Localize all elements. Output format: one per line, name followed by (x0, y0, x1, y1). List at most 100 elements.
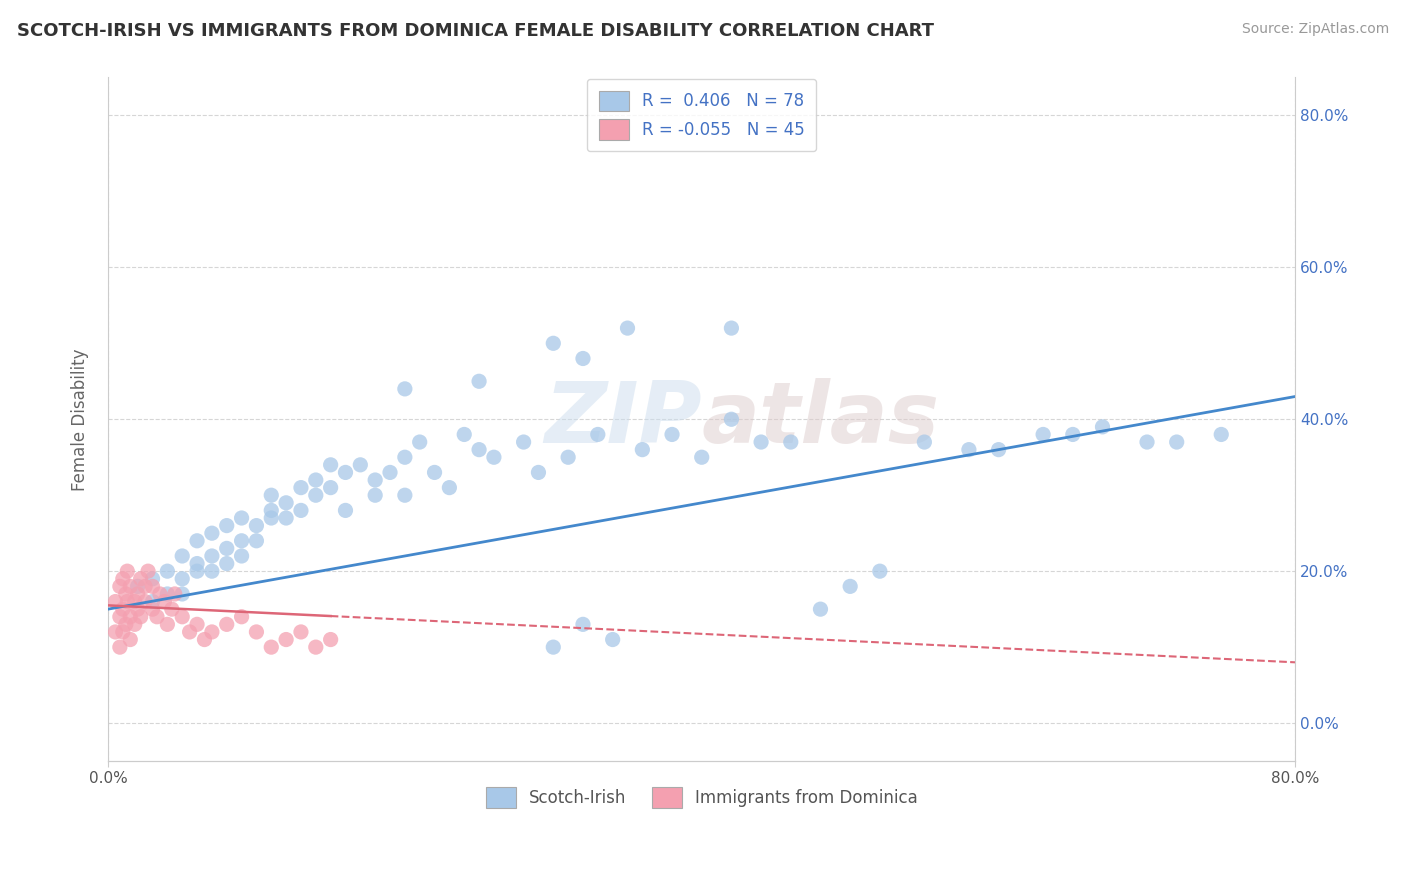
Point (779, 435, 801, 450)
Point (141, 579, 163, 593)
Point (260, 511, 283, 525)
Point (153, 594, 176, 608)
Point (319, 632, 342, 647)
Point (690, 450, 713, 465)
Point (156, 587, 179, 601)
Point (305, 640, 328, 654)
Point (186, 533, 208, 548)
Point (810, 602, 832, 616)
Point (260, 488, 283, 502)
Point (231, 533, 253, 548)
Point (1062, 427, 1084, 442)
Point (193, 632, 215, 647)
Text: atlas: atlas (702, 377, 939, 461)
Point (172, 549, 194, 563)
Point (141, 572, 163, 586)
Point (186, 617, 208, 632)
Point (335, 466, 357, 480)
Text: ZIP: ZIP (544, 377, 702, 461)
Point (631, 442, 654, 457)
Point (394, 382, 416, 396)
Point (120, 579, 142, 593)
Point (602, 632, 624, 647)
Point (201, 549, 224, 563)
Point (141, 594, 163, 608)
Point (156, 564, 179, 578)
Point (572, 617, 595, 632)
Point (141, 602, 163, 616)
Point (661, 427, 683, 442)
Point (127, 602, 149, 616)
Y-axis label: Female Disability: Female Disability (72, 348, 89, 491)
Point (245, 533, 267, 548)
Point (378, 466, 401, 480)
Point (260, 503, 283, 517)
Point (1166, 435, 1188, 450)
Point (572, 351, 595, 366)
Point (111, 602, 134, 616)
Point (749, 435, 772, 450)
Point (129, 572, 152, 586)
Point (274, 511, 297, 525)
Point (201, 526, 224, 541)
Point (912, 435, 935, 450)
Point (231, 549, 253, 563)
Point (120, 632, 142, 647)
Point (720, 412, 742, 426)
Point (616, 321, 638, 335)
Point (231, 511, 253, 525)
Point (869, 564, 891, 578)
Point (156, 617, 179, 632)
Point (274, 496, 297, 510)
Point (482, 450, 505, 465)
Point (127, 579, 149, 593)
Point (172, 587, 194, 601)
Point (1136, 435, 1159, 450)
Point (364, 473, 387, 487)
Point (179, 624, 201, 639)
Text: SCOTCH-IRISH VS IMMIGRANTS FROM DOMINICA FEMALE DISABILITY CORRELATION CHART: SCOTCH-IRISH VS IMMIGRANTS FROM DOMINICA… (17, 22, 934, 40)
Point (215, 518, 238, 533)
Point (274, 632, 297, 647)
Point (468, 442, 491, 457)
Point (231, 609, 253, 624)
Point (305, 488, 328, 502)
Point (468, 374, 491, 388)
Point (136, 564, 159, 578)
Point (260, 640, 283, 654)
Point (543, 336, 565, 351)
Point (201, 624, 224, 639)
Point (290, 624, 312, 639)
Point (172, 609, 194, 624)
Point (409, 435, 432, 450)
Point (160, 602, 183, 616)
Point (108, 579, 131, 593)
Point (108, 609, 131, 624)
Point (124, 594, 146, 608)
Point (117, 594, 139, 608)
Point (245, 518, 267, 533)
Point (512, 435, 534, 450)
Point (201, 564, 224, 578)
Point (319, 458, 342, 472)
Text: Source: ZipAtlas.com: Source: ZipAtlas.com (1241, 22, 1389, 37)
Point (557, 450, 579, 465)
Point (172, 572, 194, 586)
Point (111, 572, 134, 586)
Point (134, 579, 156, 593)
Point (439, 481, 461, 495)
Point (394, 488, 416, 502)
Point (586, 427, 609, 442)
Point (957, 442, 980, 457)
Point (146, 609, 169, 624)
Point (149, 587, 172, 601)
Point (1032, 427, 1054, 442)
Point (349, 458, 371, 472)
Point (987, 442, 1010, 457)
Point (394, 450, 416, 465)
Point (186, 557, 208, 571)
Point (163, 587, 186, 601)
Point (319, 481, 342, 495)
Point (335, 503, 357, 517)
Point (114, 587, 136, 601)
